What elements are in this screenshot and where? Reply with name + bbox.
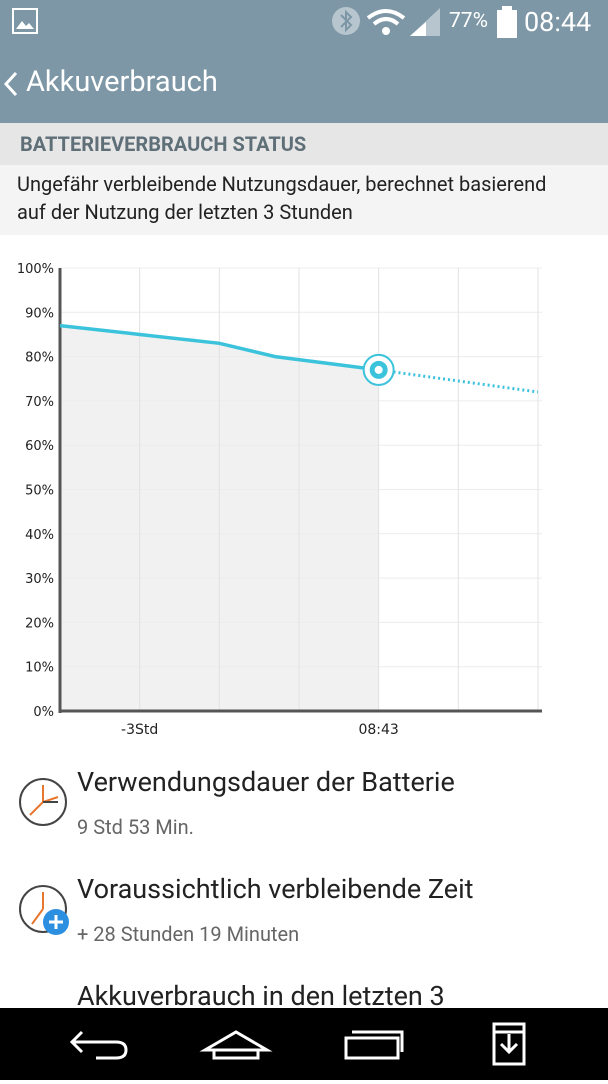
current-marker-dot [374, 365, 383, 374]
list-item-title[interactable]: Verwendungsdauer der Batterie [77, 766, 455, 798]
y-tick-label: 60% [25, 439, 54, 454]
navigation-bar [0, 1008, 608, 1080]
y-tick-label: 100% [17, 262, 54, 277]
chart: 0% 10% 20% 30% 40% 50% 60% 70% 80% 90% 100% -3Std 08… [17, 262, 542, 738]
home-nav[interactable] [199, 1030, 273, 1060]
status-icons [332, 7, 440, 36]
download-nav[interactable] [492, 1022, 526, 1066]
back-nav[interactable] [69, 1030, 128, 1060]
status-bar: 77% 08:44 [0, 0, 608, 44]
list-item-title[interactable]: Voraussichtlich verbleibende Zeit [77, 873, 474, 905]
clock-icon [19, 778, 67, 826]
section-title: BATTERIEVERBRAUCH STATUS [20, 132, 307, 156]
y-tick-label: 20% [25, 616, 54, 631]
y-tick-label: 50% [25, 484, 54, 499]
section-header: BATTERIEVERBRAUCH STATUS [0, 123, 608, 165]
y-tick-label: 10% [25, 661, 54, 676]
battery-percent: 77% [449, 9, 488, 33]
battery-icon [497, 6, 517, 38]
clock: 08:44 [524, 6, 592, 38]
recents-nav[interactable] [344, 1030, 404, 1060]
clock-plus-icon [19, 885, 69, 935]
back-button[interactable] [2, 70, 22, 98]
y-tick-label: 80% [25, 351, 54, 366]
nav-buttons [69, 1022, 526, 1066]
x-tick-label: -3Std [121, 722, 158, 738]
app-title: Akkuverbrauch [26, 65, 218, 99]
app-bar: Akkuverbrauch [0, 44, 608, 123]
list-item-subtitle: 9 Std 53 Min. [77, 815, 194, 839]
line [59, 323, 379, 372]
y-tick-label: 70% [25, 395, 54, 410]
line [378, 368, 539, 394]
y-tick-label: 90% [25, 306, 54, 321]
list-item-subtitle: + 28 Stunden 19 Minuten [77, 922, 300, 946]
list-item-title[interactable]: Akkuverbrauch in den letzten 3 [77, 980, 445, 1012]
y-tick-label: 40% [25, 528, 54, 543]
x-tick-label: 08:43 [358, 722, 398, 738]
y-tick-label: 30% [25, 572, 54, 587]
y-tick-label: 0% [33, 705, 54, 720]
section-description-box: Ungefähr verbleibende Nutzungsdauer, ber… [0, 165, 608, 235]
section-description: Ungefähr verbleibende Nutzungsdauer, ber… [17, 172, 547, 224]
gallery-icon [12, 8, 38, 34]
